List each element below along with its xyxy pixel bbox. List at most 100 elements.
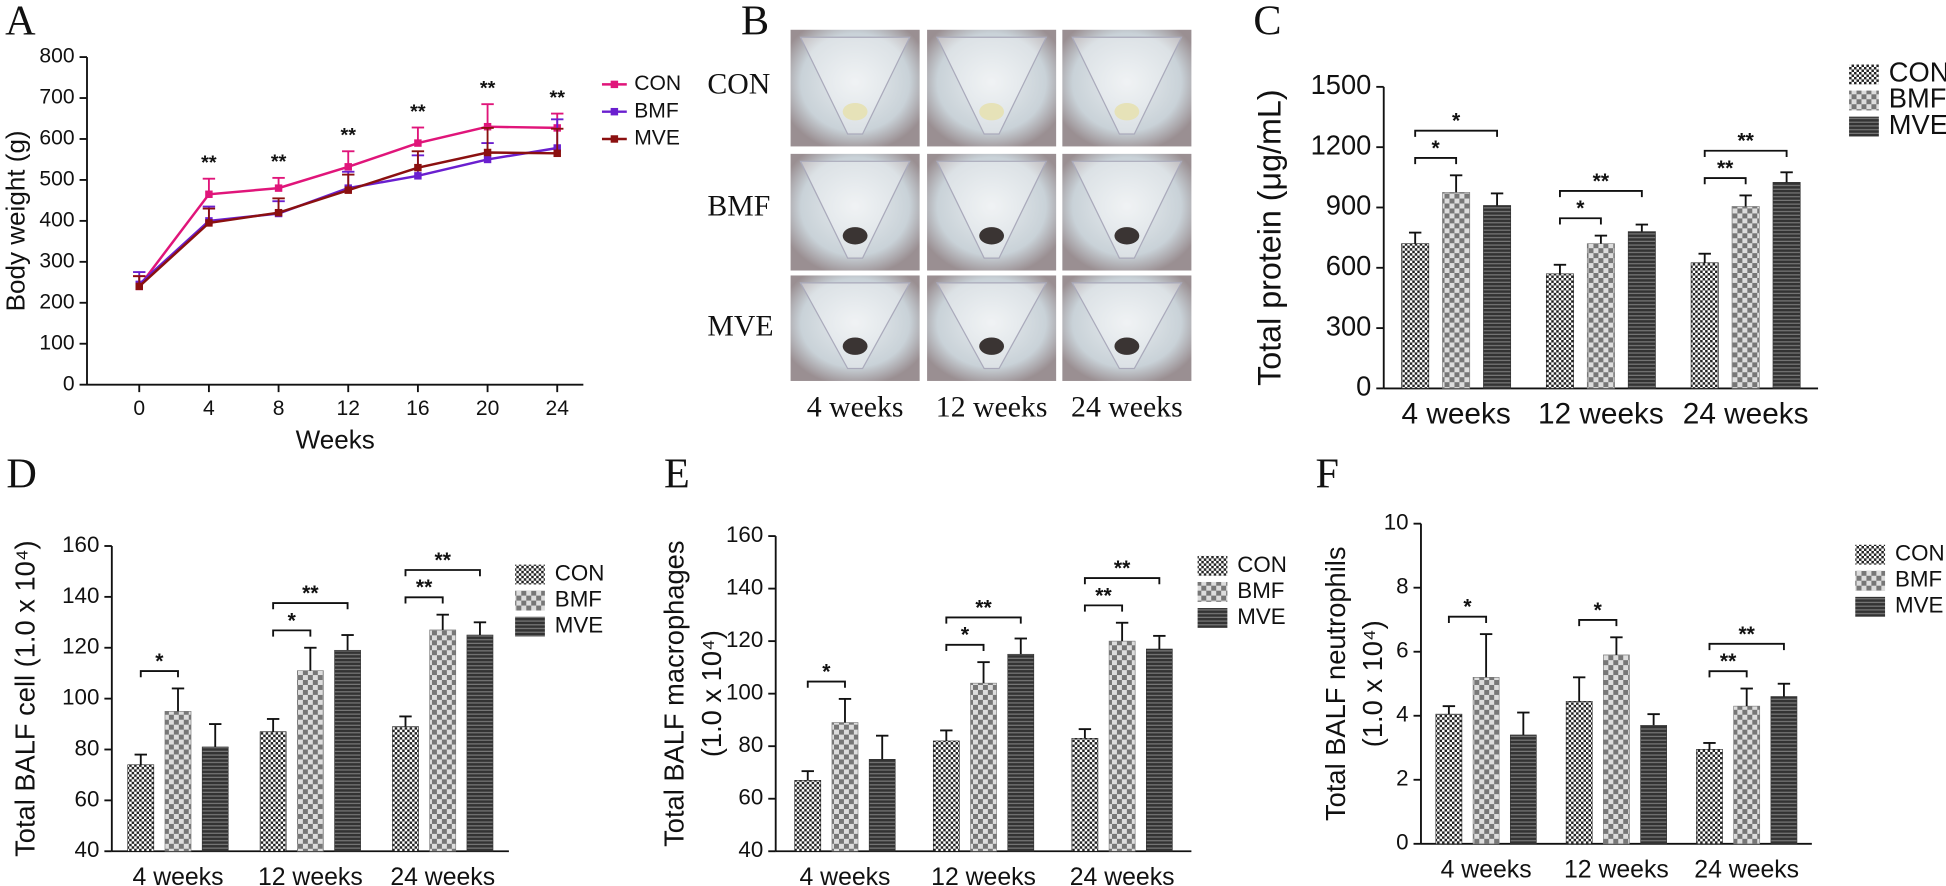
row-label: BMF bbox=[707, 189, 770, 222]
bracket bbox=[404, 569, 481, 577]
significance: * bbox=[1576, 197, 1585, 220]
y-tick-label: 80 bbox=[75, 735, 100, 760]
bar bbox=[1603, 654, 1630, 845]
y-tick-label: 900 bbox=[1326, 190, 1372, 221]
tube-cone bbox=[799, 282, 911, 370]
x-tick-label: 4 weeks bbox=[1441, 857, 1532, 884]
bar bbox=[1108, 640, 1136, 852]
bar bbox=[1483, 205, 1512, 389]
bar bbox=[1435, 713, 1463, 845]
legend-swatch bbox=[1849, 90, 1879, 111]
y-tick-label: 4 bbox=[1396, 702, 1408, 727]
photo bbox=[1062, 29, 1192, 147]
photo bbox=[927, 153, 1057, 271]
significance: ** bbox=[1095, 584, 1112, 607]
significance: ** bbox=[1717, 157, 1734, 180]
tube-cone bbox=[1071, 282, 1183, 370]
y-tick-label: 140 bbox=[62, 583, 99, 608]
bar bbox=[831, 722, 859, 852]
significance: * bbox=[1463, 596, 1472, 619]
bracket bbox=[945, 616, 1022, 624]
bracket bbox=[139, 670, 179, 678]
x-tick-label: 20 bbox=[476, 397, 499, 420]
bar bbox=[466, 634, 494, 852]
point bbox=[205, 219, 213, 227]
x-tick-label: 12 weeks bbox=[1564, 857, 1669, 884]
y-axis-label: Total BALF macrophages bbox=[659, 540, 690, 846]
bar bbox=[1007, 653, 1035, 852]
x-tick-label: 24 weeks bbox=[390, 864, 495, 886]
pellet bbox=[1114, 102, 1140, 121]
bar bbox=[932, 740, 960, 852]
bar bbox=[1472, 677, 1500, 845]
col-label: 4 weeks bbox=[807, 390, 904, 423]
significance: ** bbox=[416, 576, 433, 599]
legend-label: CON bbox=[1895, 541, 1945, 566]
pellet bbox=[979, 227, 1005, 245]
point bbox=[344, 186, 352, 194]
bar bbox=[127, 764, 155, 852]
legend-label: MVE bbox=[634, 127, 680, 150]
significance: ** bbox=[271, 151, 287, 173]
bar bbox=[392, 726, 419, 852]
significance: * bbox=[1594, 599, 1603, 622]
y-tick-label: 40 bbox=[738, 837, 763, 862]
bracket bbox=[1559, 217, 1602, 225]
bar bbox=[794, 780, 822, 852]
bracket bbox=[404, 596, 444, 604]
panel-label: D bbox=[6, 450, 36, 497]
y-tick-label: 800 bbox=[39, 45, 74, 68]
legend-label: BMF bbox=[634, 99, 679, 122]
y-axis-label: (1.0 x 10⁴) bbox=[696, 630, 727, 757]
y-tick-label: 600 bbox=[1326, 250, 1372, 281]
pellet bbox=[842, 102, 868, 121]
legend-swatch bbox=[1849, 64, 1879, 85]
legend-label: MVE bbox=[1889, 109, 1946, 140]
bar bbox=[334, 649, 361, 852]
bracket bbox=[1083, 577, 1161, 585]
y-tick-label: 120 bbox=[62, 634, 99, 659]
bar bbox=[1442, 192, 1471, 389]
significance: ** bbox=[1737, 130, 1754, 153]
bar bbox=[1690, 262, 1719, 389]
y-tick-label: 8 bbox=[1396, 574, 1408, 599]
bar bbox=[1071, 738, 1099, 852]
bar bbox=[1772, 182, 1801, 389]
y-axis-label: Total BALF neutrophils bbox=[1320, 546, 1351, 820]
y-tick-label: 10 bbox=[1384, 510, 1409, 535]
panel-label: E bbox=[664, 450, 690, 497]
legend-swatch bbox=[515, 616, 545, 637]
significance: ** bbox=[1738, 623, 1755, 646]
y-tick-label: 6 bbox=[1396, 638, 1408, 663]
significance: * bbox=[1432, 137, 1441, 160]
photo bbox=[1062, 153, 1192, 271]
x-tick-label: 24 weeks bbox=[1694, 857, 1799, 884]
significance: * bbox=[155, 650, 164, 673]
bar bbox=[201, 746, 229, 852]
point bbox=[553, 149, 561, 158]
x-tick-label: 16 bbox=[406, 397, 429, 420]
bar bbox=[259, 731, 287, 852]
significance: ** bbox=[341, 125, 357, 147]
y-tick-label: 60 bbox=[738, 785, 763, 810]
bracket bbox=[945, 643, 985, 651]
point bbox=[344, 163, 352, 171]
legend-label: MVE bbox=[555, 613, 603, 638]
y-tick-label: 140 bbox=[726, 575, 763, 600]
significance: ** bbox=[550, 87, 566, 109]
tube-cone bbox=[935, 282, 1048, 370]
point bbox=[414, 172, 422, 180]
photo bbox=[790, 153, 920, 271]
x-tick-label: 4 weeks bbox=[133, 864, 224, 886]
point bbox=[483, 148, 492, 157]
y-tick-label: 160 bbox=[62, 532, 99, 557]
bar bbox=[164, 711, 192, 852]
tube-cone bbox=[799, 160, 911, 259]
y-tick-label: 0 bbox=[63, 372, 75, 395]
panel-label: F bbox=[1315, 450, 1338, 497]
x-tick-label: 24 bbox=[546, 397, 570, 420]
y-axis-label: (1.0 x 10⁴) bbox=[1357, 620, 1388, 747]
bar bbox=[429, 629, 457, 852]
legend-swatch bbox=[1855, 596, 1886, 617]
